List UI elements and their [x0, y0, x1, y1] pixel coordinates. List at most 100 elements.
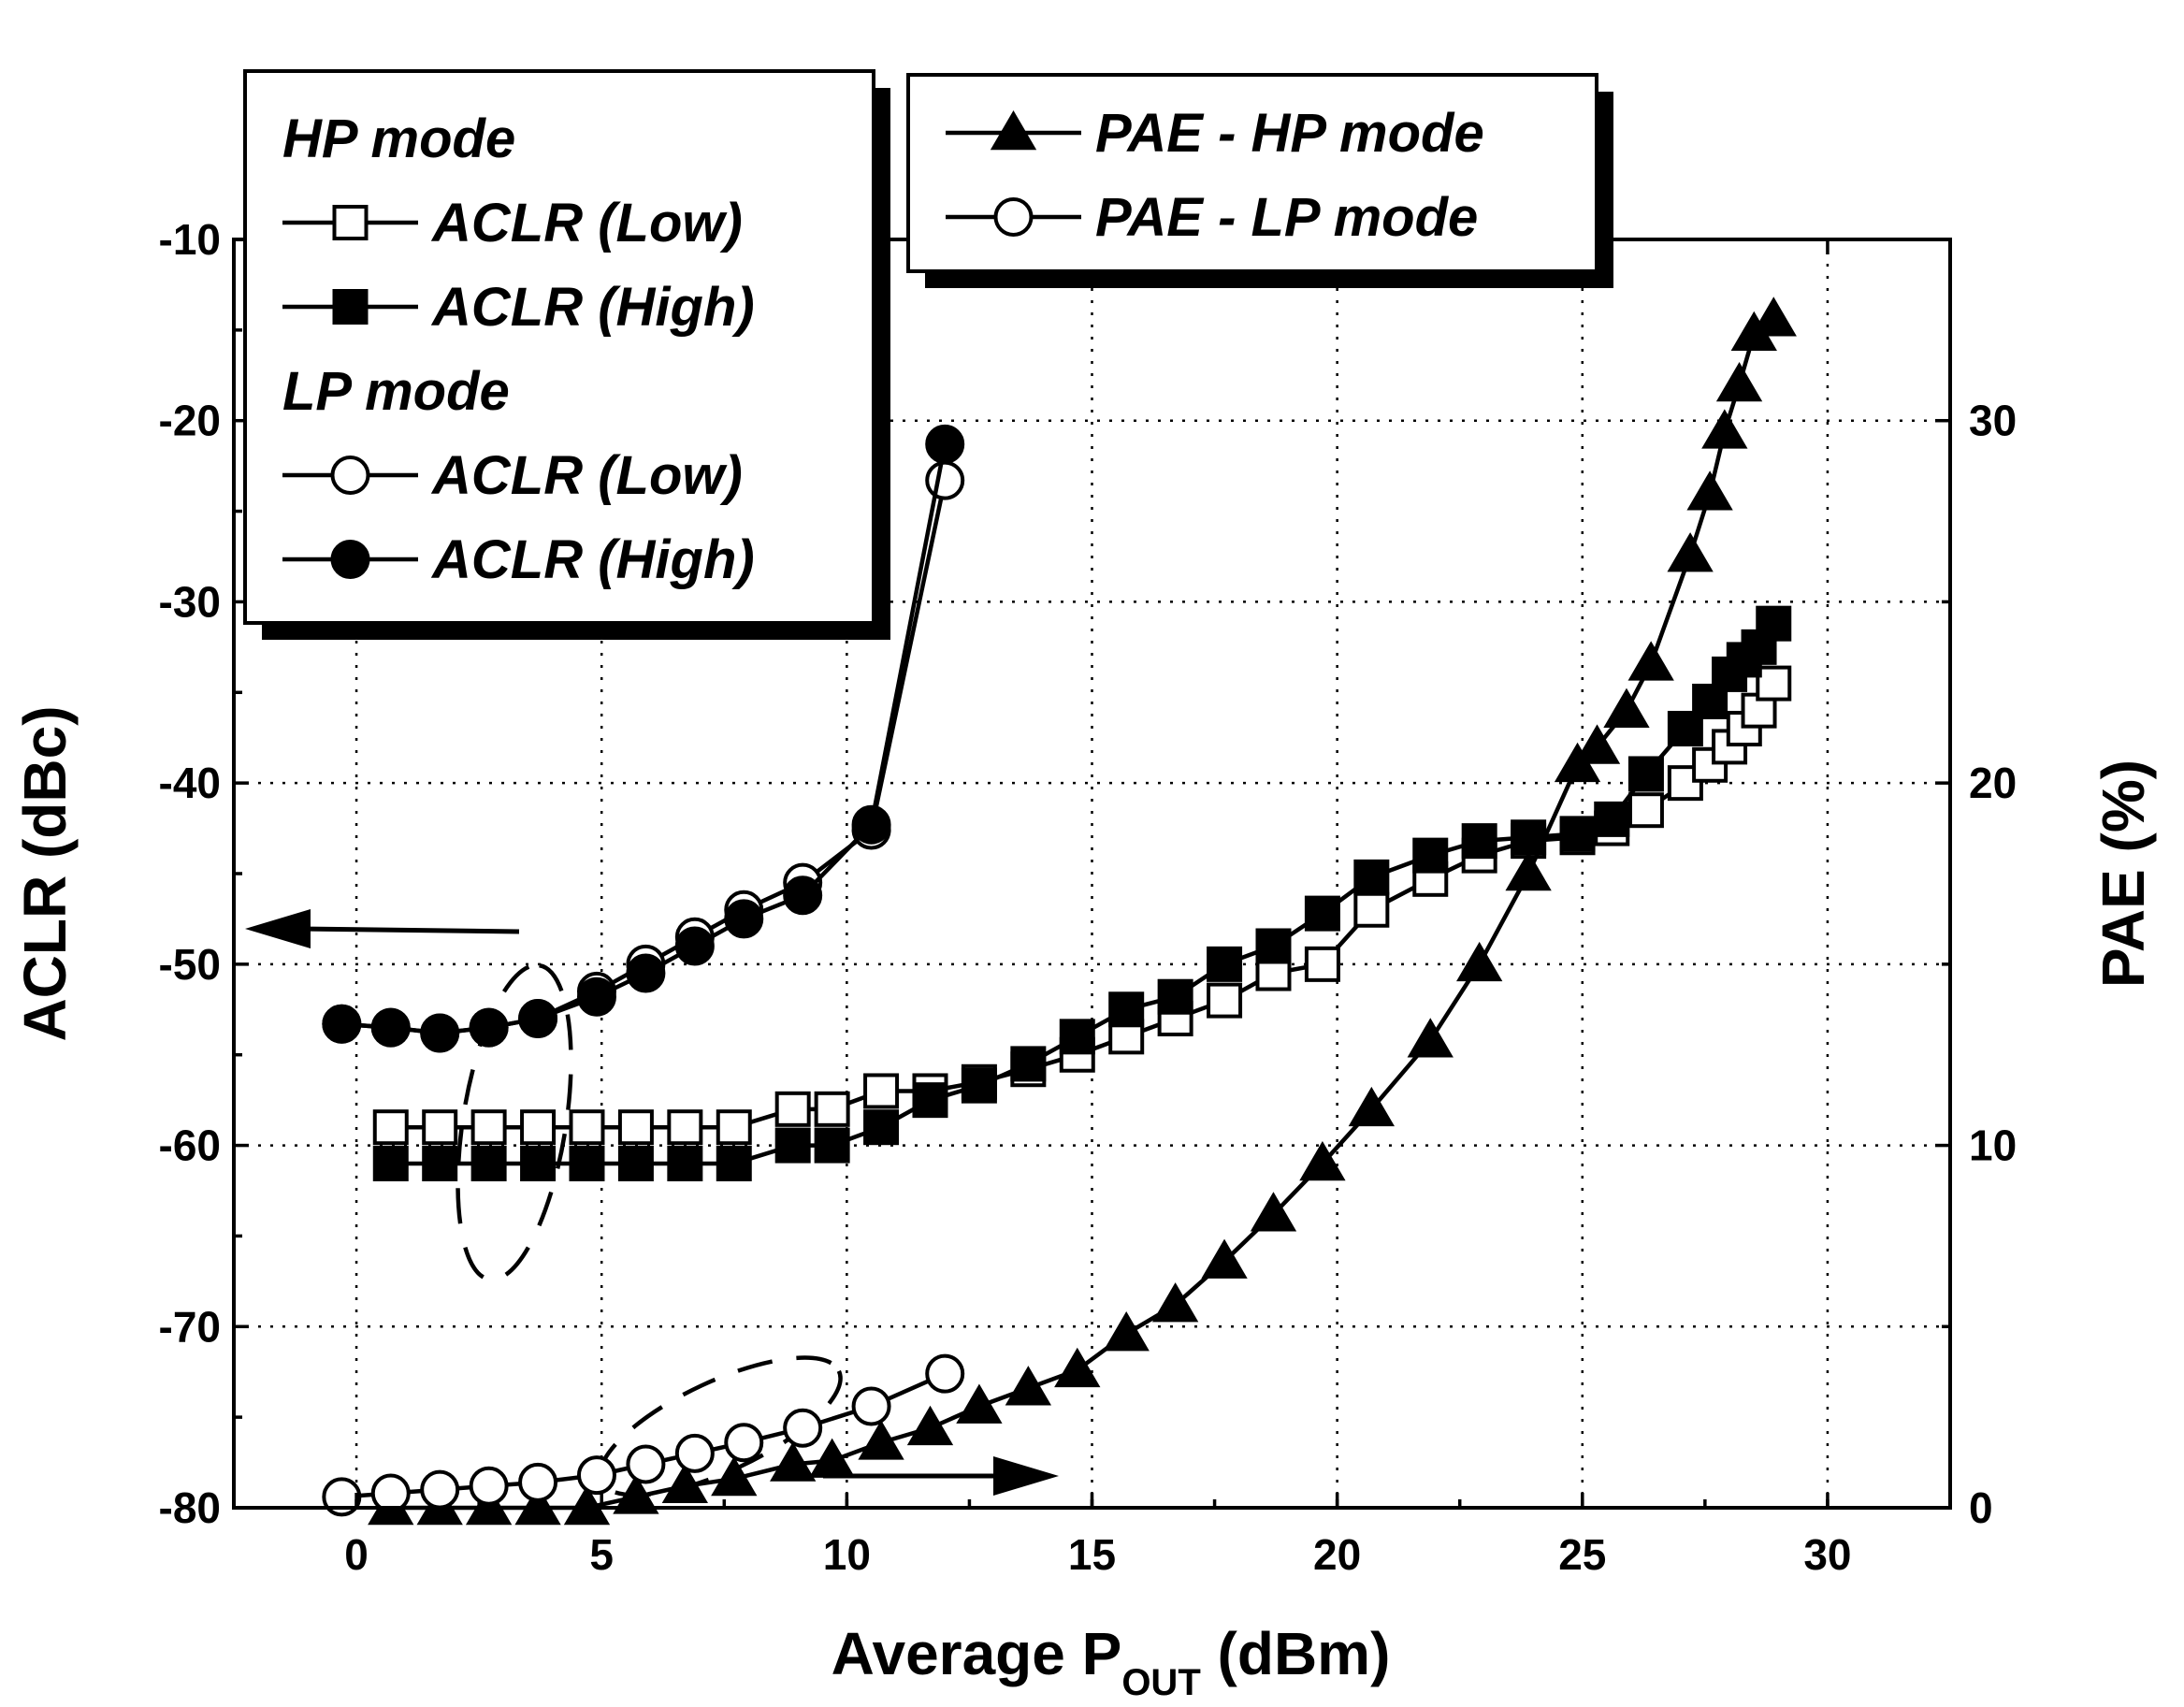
x-tick-label-10: 10 — [823, 1530, 871, 1579]
left-axis-arrow-head — [245, 909, 311, 948]
data-point-triangle-filled — [808, 1438, 856, 1478]
y-right-axis-title: PAE (%) — [2090, 759, 2157, 988]
series-5-circle-open — [322, 1353, 965, 1517]
data-point-square-filled — [1627, 756, 1664, 792]
y-left-tick-label--30: -30 — [159, 577, 221, 626]
data-point-square-open — [1756, 665, 1792, 702]
data-point-square-open — [422, 1109, 458, 1146]
legend-box-1: HP mode ACLR (Low) ACLR (High) LP mode ACLR … — [243, 69, 890, 640]
data-point-square-open — [774, 1091, 811, 1127]
legend-label: PAE - LP mode — [1095, 187, 1478, 248]
x-tick-label-5: 5 — [589, 1530, 614, 1579]
data-point-square-open — [1304, 946, 1340, 982]
data-point-triangle-filled — [661, 1463, 709, 1504]
data-point-square-open — [1667, 765, 1703, 802]
legend-heading: LP mode — [282, 361, 510, 422]
y-right-tick-label-20: 20 — [1969, 759, 2017, 807]
data-point-triangle-filled — [514, 1485, 561, 1526]
annotations — [245, 909, 1059, 1497]
data-point-circle-filled — [674, 926, 715, 966]
x-tick-label-0: 0 — [344, 1530, 369, 1579]
y-left-tick-label--60: -60 — [159, 1121, 221, 1170]
y-left-tick-label--80: -80 — [159, 1483, 221, 1532]
data-point-circle-filled — [370, 1007, 411, 1048]
series-4-triangle-filled — [368, 297, 1797, 1526]
data-point-square-open — [470, 1109, 507, 1146]
data-point-circle-open — [783, 1408, 823, 1448]
data-point-square-filled — [1010, 1046, 1047, 1082]
data-point-triangle-filled — [1299, 1140, 1346, 1181]
data-point-square-filled — [1594, 801, 1630, 837]
legend-box-2: PAE - HP mode PAE - LP mode — [906, 73, 1613, 288]
right-axis-arrow-head — [993, 1456, 1059, 1496]
legend-marker-square-open — [332, 205, 369, 240]
data-point-square-filled — [1157, 978, 1193, 1015]
data-series — [322, 297, 1797, 1526]
data-point-square-filled — [1207, 946, 1243, 982]
x-axis-title: Average POUT (dBm) — [832, 1620, 1391, 1703]
data-point-circle-filled — [783, 875, 823, 916]
data-point-triangle-filled — [906, 1405, 954, 1446]
data-point-square-filled — [1108, 991, 1145, 1028]
data-point-triangle-filled — [563, 1485, 611, 1526]
x-tick-label-30: 30 — [1803, 1530, 1851, 1579]
data-point-circle-filled — [518, 998, 558, 1038]
series-line-1 — [390, 622, 1776, 1166]
data-point-circle-open — [322, 1477, 362, 1517]
data-point-triangle-filled — [1573, 724, 1621, 764]
y-left-tick-label--20: -20 — [159, 397, 221, 445]
data-point-circle-filled — [576, 976, 616, 1017]
data-point-circle-filled — [851, 804, 891, 845]
data-point-square-filled — [1304, 895, 1340, 932]
data-point-square-filled — [774, 1127, 811, 1164]
series-1-square-filled — [372, 605, 1792, 1181]
data-point-triangle-filled — [1250, 1192, 1297, 1232]
data-point-square-filled — [1412, 837, 1449, 874]
data-point-square-filled — [1667, 711, 1703, 747]
data-point-square-filled — [372, 1145, 409, 1181]
data-point-triangle-filled — [770, 1441, 817, 1482]
data-point-circle-filled — [724, 899, 764, 939]
data-point-triangle-filled — [956, 1383, 1003, 1424]
data-point-square-open — [1207, 982, 1243, 1019]
x-tick-label-20: 20 — [1313, 1530, 1361, 1579]
data-point-circle-filled — [925, 424, 965, 464]
data-point-triangle-filled — [1201, 1238, 1248, 1279]
data-point-square-filled — [1255, 928, 1292, 964]
legends: HP mode ACLR (Low) ACLR (High) LP mode ACLR … — [243, 69, 1613, 640]
y-left-tick-label--40: -40 — [159, 759, 221, 807]
data-point-square-open — [814, 1091, 850, 1127]
data-point-circle-open — [469, 1466, 509, 1506]
x-tick-label-15: 15 — [1068, 1530, 1116, 1579]
legend-label: ACLR (Low) — [430, 193, 743, 253]
x-axis-title-unit: (dBm) — [1201, 1620, 1391, 1687]
data-point-triangle-filled — [1103, 1311, 1150, 1352]
data-point-triangle-filled — [1686, 470, 1733, 511]
data-point-square-open — [520, 1109, 557, 1146]
x-axis-title-main: Average P — [832, 1620, 1122, 1687]
legend-marker-circle-open — [330, 456, 370, 495]
data-point-square-filled — [667, 1145, 703, 1181]
y-right-tick-label-0: 0 — [1969, 1483, 1993, 1532]
data-point-square-filled — [863, 1109, 900, 1146]
data-point-square-filled — [912, 1082, 948, 1119]
data-point-square-open — [1353, 891, 1390, 928]
data-point-square-open — [716, 1109, 752, 1146]
data-point-circle-open — [925, 460, 965, 500]
data-point-square-filled — [422, 1145, 458, 1181]
data-point-circle-open — [724, 1423, 764, 1463]
series-3-circle-filled — [322, 424, 965, 1053]
data-point-square-open — [667, 1109, 703, 1146]
data-point-square-filled — [1461, 823, 1497, 860]
data-point-circle-open — [576, 1455, 616, 1496]
y-left-tick-label--70: -70 — [159, 1302, 221, 1351]
legend-marker-circle-filled — [330, 540, 370, 579]
data-point-square-filled — [814, 1127, 850, 1164]
data-point-square-filled — [569, 1145, 605, 1181]
legend-frame — [906, 73, 1598, 273]
data-point-circle-open — [626, 1444, 666, 1484]
data-point-square-open — [617, 1109, 654, 1146]
grid-lines — [234, 239, 1950, 1508]
legend-marker-triangle-filled — [990, 110, 1037, 151]
axis-titles: Average POUT (dBm) ACLR (dBc) PAE (%) — [11, 705, 2157, 1703]
